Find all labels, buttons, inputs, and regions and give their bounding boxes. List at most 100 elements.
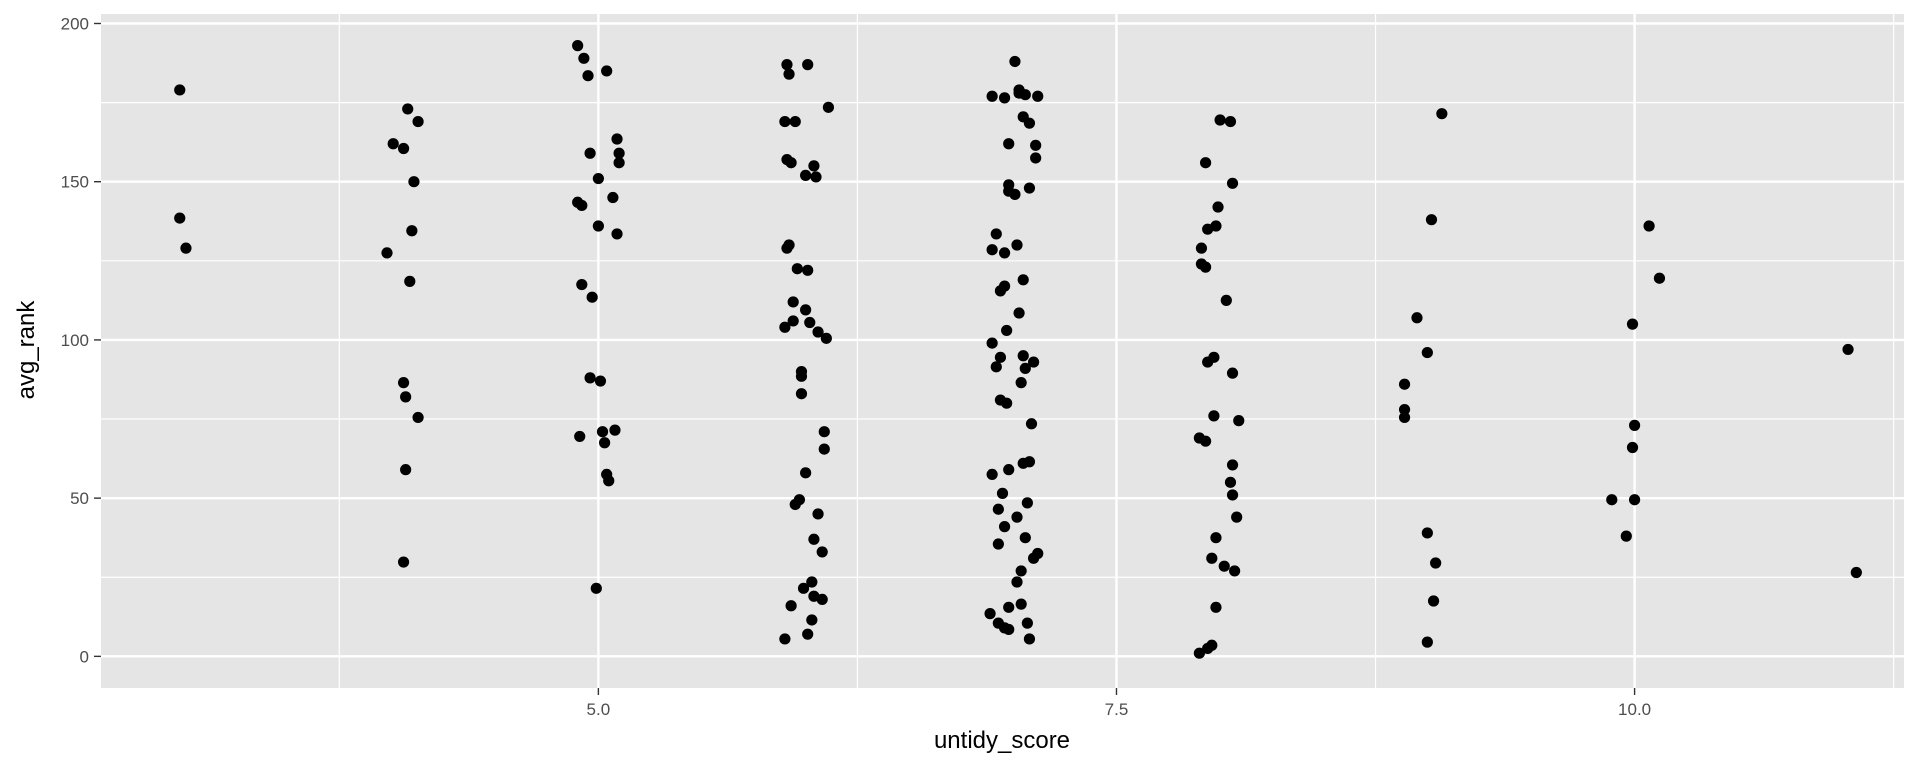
data-point — [804, 316, 816, 329]
data-point — [818, 443, 830, 455]
data-point — [986, 337, 998, 349]
data-point — [1233, 415, 1245, 427]
data-point — [1019, 362, 1031, 375]
data-point — [1199, 435, 1212, 447]
data-point — [1620, 530, 1632, 542]
data-point — [1220, 294, 1232, 306]
x-tick-label: 10.0 — [1618, 700, 1651, 719]
data-point — [800, 467, 812, 479]
data-point — [1206, 552, 1218, 564]
data-points — [174, 40, 1862, 659]
data-point — [1626, 318, 1639, 330]
data-point — [1653, 272, 1666, 284]
x-axis-title: untidy_score — [934, 727, 1070, 754]
data-point — [1025, 418, 1038, 430]
data-point — [1427, 595, 1440, 607]
data-point — [806, 576, 818, 588]
data-point — [789, 498, 801, 511]
data-point — [998, 92, 1011, 104]
x-tick-label: 7.5 — [1105, 700, 1129, 719]
data-point — [1398, 403, 1411, 416]
data-point — [1199, 261, 1212, 273]
data-point — [787, 315, 799, 327]
data-point — [590, 582, 602, 594]
data-point — [613, 157, 625, 169]
data-point — [781, 242, 793, 254]
data-point — [1643, 220, 1655, 232]
data-point — [174, 84, 186, 96]
data-point — [1023, 182, 1036, 194]
data-point — [1009, 55, 1021, 68]
x-tick-label: 5.0 — [587, 700, 611, 719]
data-point — [816, 593, 828, 605]
data-point — [408, 176, 420, 188]
data-point — [992, 538, 1004, 550]
data-point — [785, 600, 797, 612]
data-point — [1027, 552, 1040, 564]
data-point — [816, 546, 828, 558]
data-point — [789, 115, 801, 128]
data-point — [1009, 188, 1021, 200]
data-point — [795, 388, 808, 400]
data-point — [994, 285, 1007, 297]
data-point — [402, 103, 414, 115]
data-point — [406, 225, 418, 237]
data-point — [1210, 532, 1222, 544]
data-point — [1001, 397, 1013, 409]
data-point — [998, 521, 1011, 533]
data-point — [808, 533, 820, 545]
data-point — [820, 332, 832, 344]
data-point — [779, 321, 791, 333]
data-point — [1430, 557, 1442, 569]
data-point — [1003, 601, 1015, 613]
data-point — [1210, 220, 1222, 232]
data-point — [1224, 115, 1237, 128]
data-point — [1850, 566, 1862, 579]
data-point — [1017, 457, 1029, 469]
data-point — [1226, 459, 1239, 471]
x-axis-ticks: 5.0 7.5 10.0 — [587, 688, 1651, 719]
data-point — [812, 508, 824, 520]
data-point — [1398, 411, 1411, 424]
data-point — [779, 115, 791, 128]
data-point — [783, 68, 795, 80]
data-point — [572, 40, 584, 52]
data-point — [180, 242, 192, 254]
data-point — [1398, 378, 1411, 390]
data-point — [1628, 419, 1641, 431]
data-point — [822, 101, 835, 113]
data-point — [1202, 642, 1214, 655]
y-tick-label: 0 — [80, 647, 89, 666]
data-point — [1226, 367, 1239, 379]
data-point — [611, 133, 623, 145]
y-tick-label: 200 — [61, 14, 89, 33]
data-point — [1842, 343, 1854, 356]
data-point — [998, 247, 1011, 259]
data-point — [797, 582, 810, 594]
data-point — [592, 172, 604, 185]
data-point — [582, 70, 594, 82]
data-point — [779, 633, 791, 645]
data-point — [994, 351, 1007, 363]
data-point — [1032, 90, 1044, 102]
data-point — [576, 199, 588, 212]
data-point — [400, 464, 412, 476]
data-point — [607, 191, 619, 204]
data-point — [1229, 565, 1241, 577]
data-point — [1003, 138, 1015, 150]
data-point — [598, 437, 611, 449]
data-point — [1421, 527, 1433, 539]
y-axis-title: avg_rank — [13, 300, 40, 400]
data-point — [800, 169, 812, 181]
data-point — [1015, 377, 1027, 389]
data-point — [812, 326, 824, 338]
data-point — [1202, 356, 1214, 368]
data-point — [1011, 576, 1023, 588]
data-point — [1425, 214, 1438, 226]
data-point — [1208, 410, 1220, 422]
data-point — [1606, 494, 1618, 506]
data-point — [1030, 139, 1042, 151]
data-point — [596, 426, 609, 438]
data-point — [1015, 598, 1027, 610]
data-point — [1436, 108, 1448, 120]
